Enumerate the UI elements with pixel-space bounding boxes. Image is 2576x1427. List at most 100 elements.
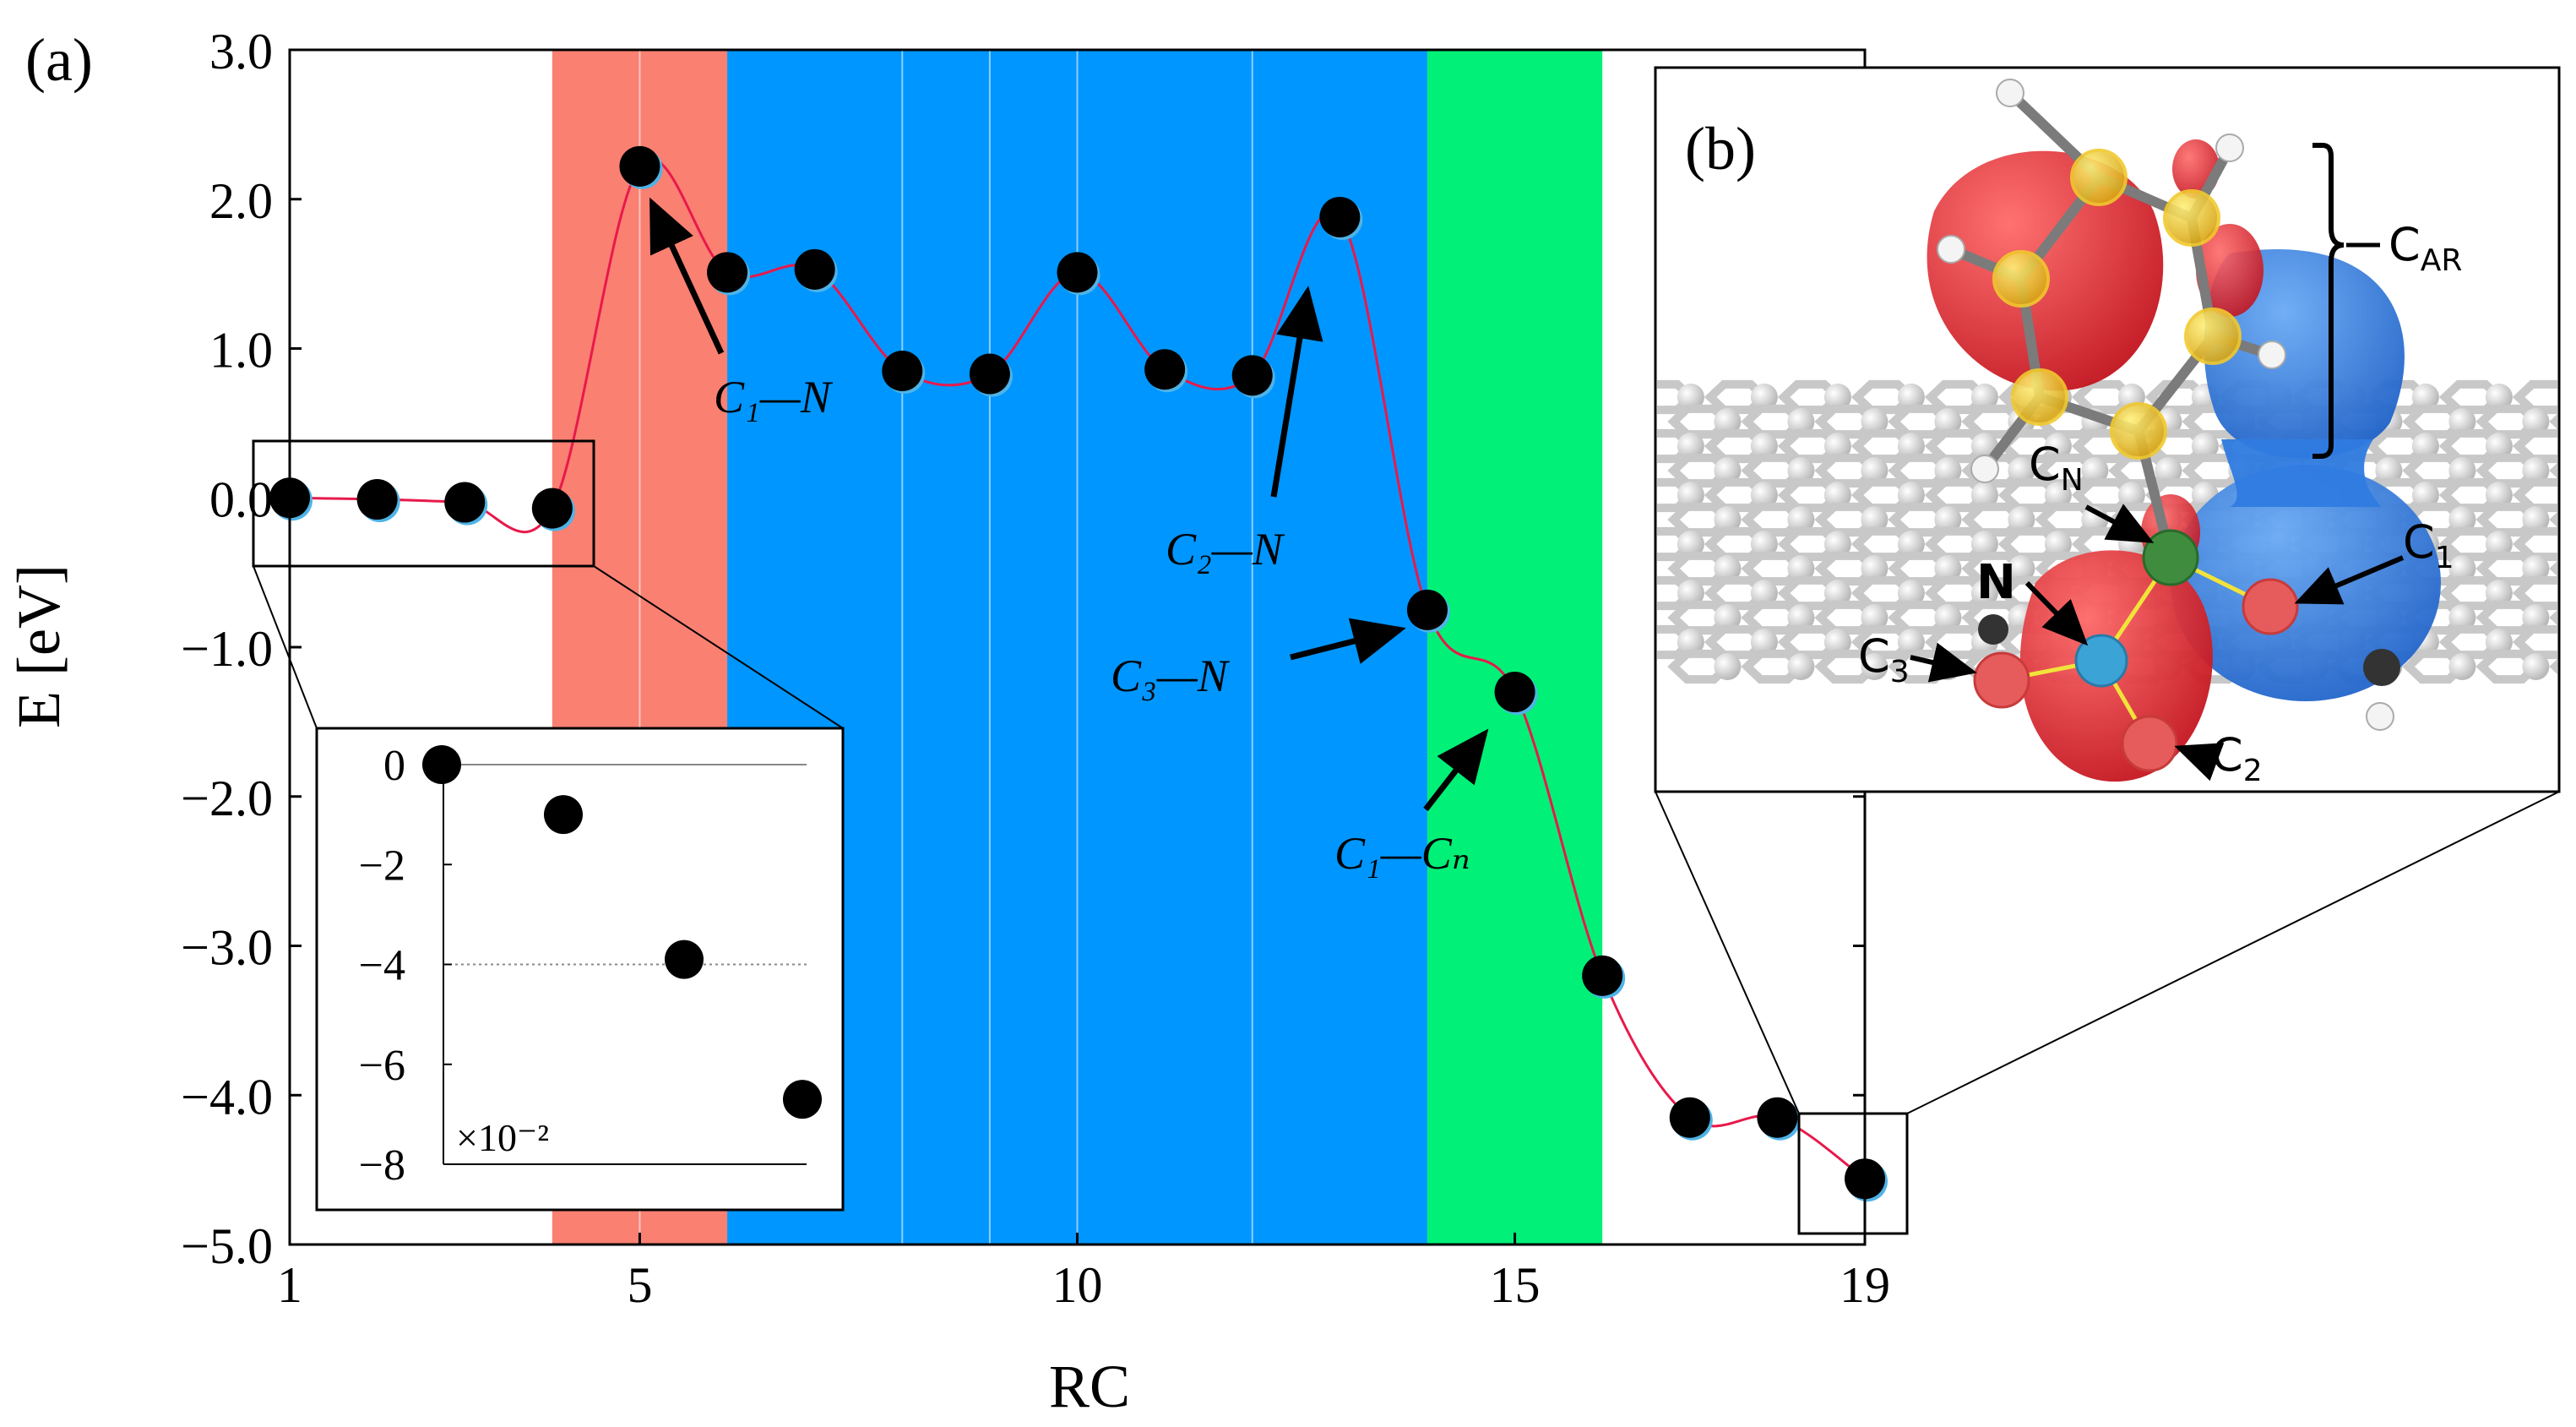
data-point [356, 479, 398, 520]
annotation-label: C₁—Cₙ [1334, 828, 1470, 879]
lattice-ring [2071, 379, 2139, 415]
y-tick-label: 2.0 [209, 173, 273, 229]
lattice-ring [2512, 379, 2557, 415]
lattice-atom [1677, 531, 1704, 558]
lattice-ring [2549, 511, 2557, 528]
lattice-ring [1667, 551, 1734, 586]
lattice-ring [2035, 502, 2101, 537]
lattice-ring [2512, 428, 2557, 464]
carbon-atoms-yellow [1992, 149, 2242, 460]
lattice-ring [1657, 624, 1698, 660]
lattice-atom [2559, 482, 2576, 509]
lattice-atom [1823, 384, 1851, 411]
lattice-ring [2512, 477, 2557, 513]
zoom-box-end [1797, 1112, 1909, 1235]
y-tick-label: 0.0 [209, 471, 273, 527]
lattice-ring [2549, 560, 2557, 577]
panel-a-label: (a) [25, 26, 93, 94]
data-point [1144, 349, 1186, 390]
lattice-ring [1704, 575, 1771, 611]
inset-y-ticks: 0 −2 −4 −6 −8 [359, 742, 807, 1190]
lattice-atom [2522, 653, 2550, 680]
annotation-c1-cn: C₁—Cₙ [1334, 728, 1489, 879]
lattice-atom [2448, 506, 2476, 533]
lattice-ring [1704, 379, 1771, 415]
lattice-atom [1750, 580, 1778, 607]
lattice-ring [2512, 624, 2557, 660]
x-tick-label: 5 [627, 1257, 652, 1313]
lattice-ring [1814, 600, 1881, 635]
lattice-ring [2438, 575, 2506, 611]
lattice-ring [1741, 404, 1807, 439]
lattice-ring [1850, 624, 1918, 660]
lattice-ring [2365, 428, 2432, 464]
zoom-connector-left [253, 565, 318, 729]
zoom-connector-b-right [1906, 791, 2560, 1114]
lattice-atom [1677, 629, 1704, 656]
x-tick-label: 15 [1490, 1257, 1541, 1313]
data-point [531, 487, 573, 529]
lattice-ring [1997, 526, 2065, 562]
lattice-atom [1787, 653, 1815, 680]
lattice-atom [1823, 580, 1851, 607]
lattice-ring [2035, 453, 2101, 488]
inset-tick-label: −4 [359, 942, 405, 990]
zoom-box-start [252, 439, 595, 568]
lattice-atom [2044, 482, 2072, 509]
lattice-ring [2438, 428, 2506, 464]
y-tick-label: −5.0 [181, 1218, 273, 1274]
lattice-ring [2512, 575, 2557, 611]
lattice-ring [1657, 477, 1698, 513]
atom-n [2074, 634, 2128, 688]
lattice-ring [1850, 379, 1918, 415]
lattice-ring [1961, 453, 2028, 488]
atom-dark [2363, 649, 2400, 686]
lattice-ring [1850, 575, 1918, 611]
lattice-atom [1823, 629, 1851, 656]
lattice-atom [1970, 482, 1998, 509]
lattice-atom [2485, 580, 2513, 607]
annotation-label: C₂—N [1166, 524, 1285, 575]
lattice-atom [2448, 604, 2476, 631]
inset-chart: 0 −2 −4 −6 −8 ×10⁻² [315, 727, 845, 1212]
lattice-atom [1897, 433, 1925, 460]
lattice-atom [2448, 555, 2476, 582]
lattice-atom [2448, 457, 2476, 484]
lattice-ring [1850, 428, 1918, 464]
lattice-atom [2411, 384, 2439, 411]
lattice-atom [1750, 531, 1778, 558]
lattice-atom [1861, 555, 1889, 582]
data-points [269, 145, 1888, 1202]
lattice-ring [1741, 600, 1807, 635]
lattice-ring [1924, 477, 1992, 513]
inset-point [422, 745, 461, 784]
lattice-atom [2559, 629, 2576, 656]
y-tick-label: −1.0 [181, 621, 273, 677]
y-axis-label: E [eV] [5, 564, 73, 728]
label-c-n: CN [2029, 438, 2084, 498]
lattice-atom [2485, 531, 2513, 558]
label-c-ar: CAR [2389, 218, 2462, 278]
energy-curve [289, 157, 1866, 1180]
annotation-c2-n: C₂—N [1166, 286, 1323, 575]
lattice-ring [1814, 404, 1881, 439]
lattice-atom [2191, 433, 2219, 460]
lattice-atom [1934, 604, 1962, 631]
panel-b-label: (b) [1685, 115, 1756, 182]
lattice-ring [1704, 428, 1771, 464]
lattice-ring [2438, 526, 2506, 562]
data-point [1057, 252, 1098, 293]
lattice-ring [1667, 649, 1734, 684]
lattice-ring [2549, 609, 2557, 626]
lattice-ring [2402, 649, 2469, 684]
inset-multiplier: ×10⁻² [456, 1116, 549, 1159]
lattice-atom [2008, 555, 2035, 582]
lattice-atom [1934, 408, 1962, 435]
lattice-atom [1897, 482, 1925, 509]
lattice-atom [2522, 506, 2550, 533]
lattice-ring [1850, 526, 1918, 562]
lattice-ring [1777, 575, 1845, 611]
atom-c3 [1973, 651, 2030, 709]
lattice-atom [1787, 457, 1815, 484]
hydrogen-atoms [1937, 79, 2394, 731]
